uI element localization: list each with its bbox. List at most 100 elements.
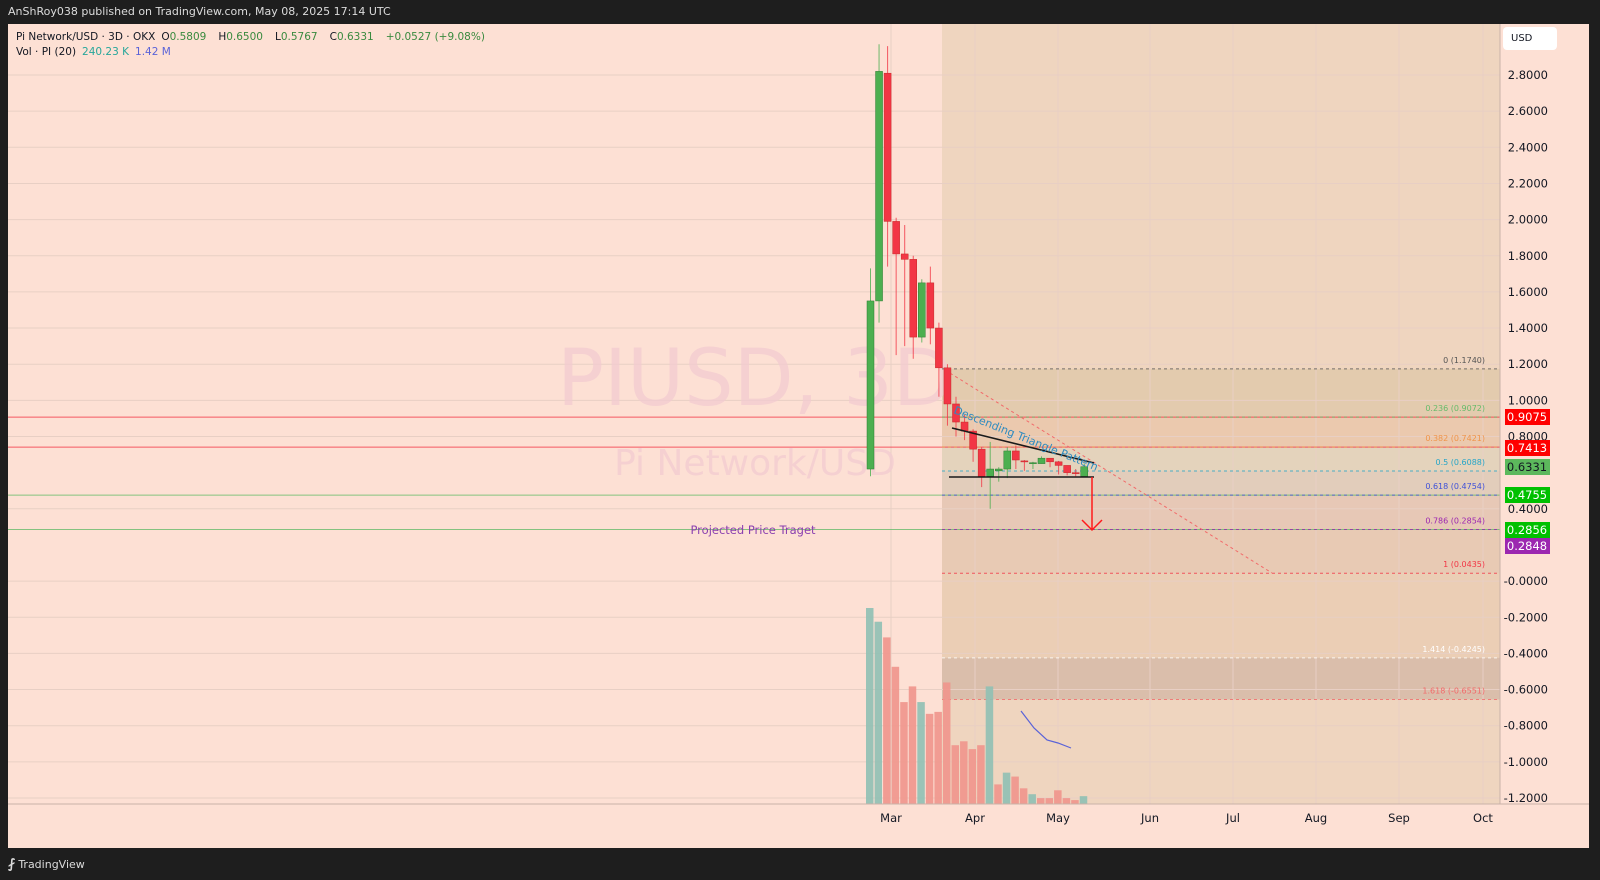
volume-bar	[925, 713, 934, 804]
candle	[918, 279, 926, 343]
price-axis-tick: -0.4000	[1504, 646, 1548, 660]
high-value: 0.6500	[226, 31, 263, 43]
watermark-ticker: PIUSD, 3D	[557, 334, 953, 424]
fib-band	[942, 446, 1500, 472]
fib-band	[942, 471, 1500, 496]
symbol-title[interactable]: Pi Network/USD · 3D · OKX	[16, 31, 156, 43]
price-axis-tick: 2.2000	[1508, 176, 1548, 190]
price-badge: 0.9075	[1505, 409, 1550, 425]
svg-text:0.7413: 0.7413	[1507, 441, 1547, 455]
low-value: 0.5767	[280, 31, 318, 43]
price-axis-tick: 0.4000	[1508, 502, 1548, 516]
price-chart[interactable]: PIUSD, 3D Pi Network/USD 0 (1.1740) 0.236 (…	[8, 24, 1589, 848]
volume-bar	[934, 711, 942, 804]
time-axis-tick: Mar	[880, 811, 902, 825]
svg-text:0.2856: 0.2856	[1507, 523, 1547, 537]
price-axis-tick: 1.2000	[1508, 357, 1548, 371]
fib-band	[942, 657, 1500, 700]
price-badge: 0.2848	[1505, 538, 1550, 554]
fib-trend-line	[944, 369, 1273, 574]
candle	[1063, 465, 1071, 476]
volume-bar	[908, 686, 917, 804]
volume-value: 240.23 K	[82, 46, 130, 58]
volume-bar	[951, 745, 959, 804]
footer-brand[interactable]: TradingView	[18, 857, 85, 871]
time-axis-tick: Apr	[965, 811, 985, 825]
high-label: H0.6500	[218, 31, 263, 43]
volume-bar	[917, 702, 925, 804]
time-axis-tick: Sep	[1388, 811, 1410, 825]
price-badge: 0.2856	[1505, 522, 1550, 538]
candle	[875, 44, 883, 323]
price-axis-tick: -1.0000	[1504, 755, 1548, 769]
candle	[969, 429, 977, 462]
time-axis-tick: Jun	[1140, 811, 1159, 825]
volume-bar	[1002, 772, 1011, 804]
price-axis-tick: 2.8000	[1508, 68, 1548, 82]
svg-text:0.6331: 0.6331	[1507, 460, 1547, 474]
candle	[1054, 460, 1063, 475]
close-value: 0.6331	[336, 31, 374, 43]
volume-bar	[968, 749, 977, 804]
volume-bar	[1045, 798, 1054, 804]
volume-bar	[1071, 800, 1079, 804]
candle	[1037, 456, 1046, 464]
candle	[866, 268, 875, 477]
volume-bar	[866, 608, 874, 804]
candle	[1003, 447, 1012, 479]
price-axis-tick: -0.8000	[1504, 719, 1548, 733]
fib-band	[942, 368, 1500, 418]
fib-level-label: 1.618 (-0.6551)	[1422, 687, 1485, 696]
fib-level-label: 1 (0.0435)	[1443, 560, 1485, 569]
candle	[1012, 445, 1020, 470]
volume-bar	[1019, 788, 1028, 804]
symbol-legend-row: Pi Network/USD · 3D · OKX O0.5809 H0.6500 L…	[16, 30, 491, 45]
volume-bar	[1011, 776, 1019, 804]
open-label: O0.5809	[161, 31, 207, 43]
volume-bar	[891, 666, 900, 804]
arrow-head-icon	[1081, 519, 1103, 532]
volume-title[interactable]: Vol · PI (20)	[16, 46, 77, 58]
price-axis-tick: 1.0000	[1508, 393, 1548, 407]
fib-band	[942, 417, 1500, 447]
volume-ma-value: 1.42 M	[135, 46, 171, 58]
volume-ma-line	[1020, 710, 1072, 749]
target-label: Projected Price Traget	[690, 523, 816, 537]
candle	[1071, 469, 1080, 477]
volume-bar	[883, 637, 891, 804]
fib-band	[942, 573, 1500, 658]
volume-bar	[994, 784, 1002, 804]
low-label: L0.5767	[274, 31, 318, 43]
svg-text:0.2848: 0.2848	[1507, 539, 1547, 553]
price-axis-tick: 1.8000	[1508, 249, 1548, 263]
svg-text:0.9075: 0.9075	[1507, 410, 1547, 424]
volume-bar	[1079, 796, 1088, 804]
volume-bar	[1037, 798, 1045, 804]
fib-level-label: 0.236 (0.9072)	[1425, 404, 1485, 413]
volume-bar	[942, 682, 951, 804]
candle	[926, 266, 935, 345]
price-axis-tick: -0.0000	[1504, 574, 1548, 588]
svg-text:0.4755: 0.4755	[1507, 488, 1547, 502]
price-badge: 0.7413	[1505, 440, 1550, 456]
fib-level-label: 0.5 (0.6088)	[1436, 458, 1486, 467]
price-badge: 0.4755	[1505, 487, 1550, 503]
price-axis-tick: 2.0000	[1508, 213, 1548, 227]
chart-legend: Pi Network/USD · 3D · OKX O0.5809 H0.6500 L…	[16, 30, 491, 60]
fib-level-label: 0.382 (0.7421)	[1425, 434, 1485, 443]
price-axis-tick: 2.4000	[1508, 140, 1548, 154]
candle	[909, 255, 917, 359]
currency-button[interactable]: USD	[1503, 27, 1557, 50]
fib-level-label: 0.618 (0.4754)	[1425, 482, 1485, 491]
candle	[935, 322, 943, 397]
volume-legend-row: Vol · PI (20) 240.23 K 1.42 M	[16, 45, 491, 60]
price-axis-tick: 1.4000	[1508, 321, 1548, 335]
candle	[1029, 461, 1037, 470]
time-axis-tick: Aug	[1305, 811, 1327, 825]
chart-frame[interactable]: PIUSD, 3D Pi Network/USD 0 (1.1740) 0.236 (…	[8, 24, 1589, 848]
time-axis-tick: Jul	[1225, 811, 1240, 825]
fib-level-label: 0 (1.1740)	[1443, 356, 1485, 365]
fib-band	[942, 495, 1500, 530]
candle	[892, 217, 900, 356]
volume-bar	[985, 686, 994, 804]
